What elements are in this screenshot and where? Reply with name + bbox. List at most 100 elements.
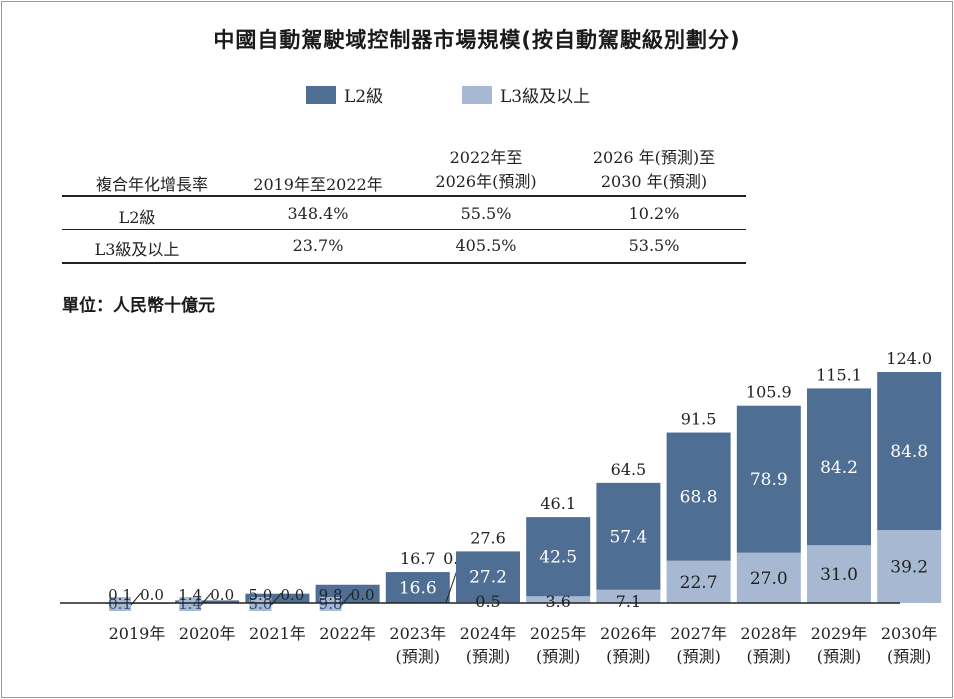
data-label-total-3: 9.8 bbox=[319, 586, 343, 604]
legend-label-l2: L2級 bbox=[344, 87, 384, 107]
data-label-total-7: 64.5 bbox=[611, 460, 647, 479]
data-label-l3-5: 0.5 bbox=[475, 592, 500, 611]
data-label-total-5: 27.6 bbox=[470, 528, 506, 547]
data-label-l2-2: 5.0 bbox=[248, 595, 272, 613]
data-label-l2-1: 1.4 bbox=[178, 595, 202, 613]
cagr-row-l3-value-1: 23.7% bbox=[292, 236, 344, 255]
data-label-l3-11: 39.2 bbox=[890, 557, 928, 577]
cagr-row-l2-value-1: 348.4% bbox=[287, 204, 349, 223]
data-label-l3-2: 0.0 bbox=[280, 586, 304, 604]
cagr-row-l3-label: L3級及以上 bbox=[94, 240, 180, 259]
unit-label: 單位：人民幣十億元 bbox=[62, 296, 215, 316]
mini-label-box-3 bbox=[319, 597, 342, 611]
bar-l3-9 bbox=[736, 552, 801, 603]
data-label-total-10: 115.1 bbox=[816, 365, 862, 384]
data-label-l3-0: 0.0 bbox=[140, 586, 164, 604]
legend-item-l2: L2級 bbox=[306, 82, 383, 107]
bar-l2-7 bbox=[596, 482, 661, 590]
bar-l2-10 bbox=[807, 388, 871, 546]
data-label-total-6: 46.1 bbox=[540, 494, 576, 513]
x-tick-sublabel-7: (預測) bbox=[606, 647, 651, 666]
data-label-l2-7: 57.4 bbox=[609, 527, 647, 547]
x-tick-label-4: 2023年 bbox=[389, 624, 446, 643]
data-label-total-2: 5.0 bbox=[248, 586, 272, 604]
data-label-l3-6: 3.6 bbox=[545, 592, 570, 611]
x-tick-sublabel-4: (預測) bbox=[396, 647, 441, 666]
data-label-l2-5: 27.2 bbox=[469, 568, 507, 588]
cagr-header-label: 複合年化增長率 bbox=[95, 175, 208, 194]
cagr-row-l2-value-2: 55.5% bbox=[460, 204, 512, 223]
data-label-l2-0: 0.1 bbox=[108, 595, 132, 613]
bar-l2-11 bbox=[877, 372, 942, 530]
x-tick-label-2: 2021年 bbox=[249, 624, 306, 643]
data-label-total-1: 1.4 bbox=[178, 586, 202, 604]
x-tick-sublabel-6: (預測) bbox=[536, 647, 581, 666]
leader-line-4 bbox=[445, 567, 459, 604]
data-label-l2-11: 84.8 bbox=[890, 442, 928, 462]
bar-l3-11 bbox=[877, 529, 942, 603]
legend-swatch-l3 bbox=[462, 85, 492, 104]
data-label-l3-3: 0.0 bbox=[351, 586, 375, 604]
data-label-total-0: 0.1 bbox=[108, 586, 132, 604]
x-tick-label-10: 2029年 bbox=[811, 624, 868, 643]
cagr-bottom-rule bbox=[62, 262, 746, 264]
data-label-l3-1: 0.0 bbox=[210, 586, 234, 604]
x-tick-sublabel-8: (預測) bbox=[676, 647, 721, 666]
legend-swatch-l2 bbox=[306, 85, 336, 104]
legend-label-l3: L3級及以上 bbox=[500, 87, 591, 107]
bar-l2-8 bbox=[666, 432, 731, 561]
data-label-total-8: 91.5 bbox=[681, 410, 717, 429]
data-label-total-4: 16.7 bbox=[400, 549, 436, 568]
data-label-l2-10: 84.2 bbox=[820, 458, 858, 478]
data-label-total-11: 124.0 bbox=[886, 349, 932, 368]
x-tick-label-8: 2027年 bbox=[670, 624, 727, 643]
bar-l3-10 bbox=[807, 545, 871, 603]
data-label-l3-8: 22.7 bbox=[680, 573, 718, 593]
bar-l3-7 bbox=[596, 589, 661, 603]
x-tick-sublabel-10: (預測) bbox=[817, 647, 862, 666]
x-tick-label-5: 2024年 bbox=[460, 624, 517, 643]
bar-l3-6 bbox=[526, 596, 591, 603]
chart-title: 中國自動駕駛域控制器市場規模(按自動駕駛級別劃分) bbox=[213, 28, 741, 52]
bar-l2-6 bbox=[526, 517, 591, 597]
data-label-l2-3: 9.8 bbox=[319, 595, 343, 613]
data-label-l2-9: 78.9 bbox=[750, 470, 788, 490]
data-label-l2-8: 68.8 bbox=[680, 488, 718, 508]
data-label-l3-10: 31.0 bbox=[820, 565, 858, 585]
x-tick-label-11: 2030年 bbox=[881, 624, 938, 643]
x-tick-label-0: 2019年 bbox=[109, 624, 166, 643]
mini-label-box-2 bbox=[249, 597, 272, 611]
data-label-l3-9: 27.0 bbox=[750, 569, 788, 589]
cagr-row-rule bbox=[62, 229, 746, 230]
cagr-header-period-1: 2019年至2022年 bbox=[253, 175, 383, 194]
x-tick-label-6: 2025年 bbox=[530, 624, 587, 643]
cagr-row-l2-label: L2級 bbox=[118, 208, 156, 227]
legend-item-l3: L3級及以上 bbox=[462, 82, 590, 107]
data-label-l2-6: 42.5 bbox=[539, 548, 577, 568]
data-label-l2-4: 16.6 bbox=[399, 579, 437, 599]
bar-l2-5 bbox=[456, 551, 520, 603]
x-tick-sublabel-11: (預測) bbox=[887, 647, 932, 666]
cagr-row-l3-value-2: 405.5% bbox=[455, 236, 517, 255]
cagr-row-l2-value-3: 10.2% bbox=[628, 204, 680, 223]
x-tick-sublabel-9: (預測) bbox=[747, 647, 792, 666]
bar-l2-9 bbox=[736, 405, 801, 553]
x-tick-label-7: 2026年 bbox=[600, 624, 657, 643]
x-tick-sublabel-5: (預測) bbox=[466, 647, 511, 666]
cagr-header-period-2: 2022年至 2026年(預測) bbox=[435, 148, 537, 191]
data-label-total-9: 105.9 bbox=[746, 383, 792, 402]
x-tick-label-9: 2028年 bbox=[740, 624, 797, 643]
mini-label-box-1 bbox=[179, 597, 202, 611]
bar-l2-4 bbox=[385, 572, 450, 603]
data-label-l3-7: 7.1 bbox=[616, 592, 641, 611]
cagr-row-l3-value-3: 53.5% bbox=[628, 236, 680, 255]
cagr-header-rule bbox=[62, 195, 746, 197]
cagr-header-period-3: 2026 年(預測)至 2030 年(預測) bbox=[592, 148, 716, 191]
x-tick-label-1: 2020年 bbox=[179, 624, 236, 643]
x-tick-label-3: 2022年 bbox=[319, 624, 376, 643]
bar-l3-8 bbox=[666, 560, 731, 603]
bar-l2-1 bbox=[175, 600, 240, 603]
mini-label-box-0 bbox=[109, 597, 131, 611]
